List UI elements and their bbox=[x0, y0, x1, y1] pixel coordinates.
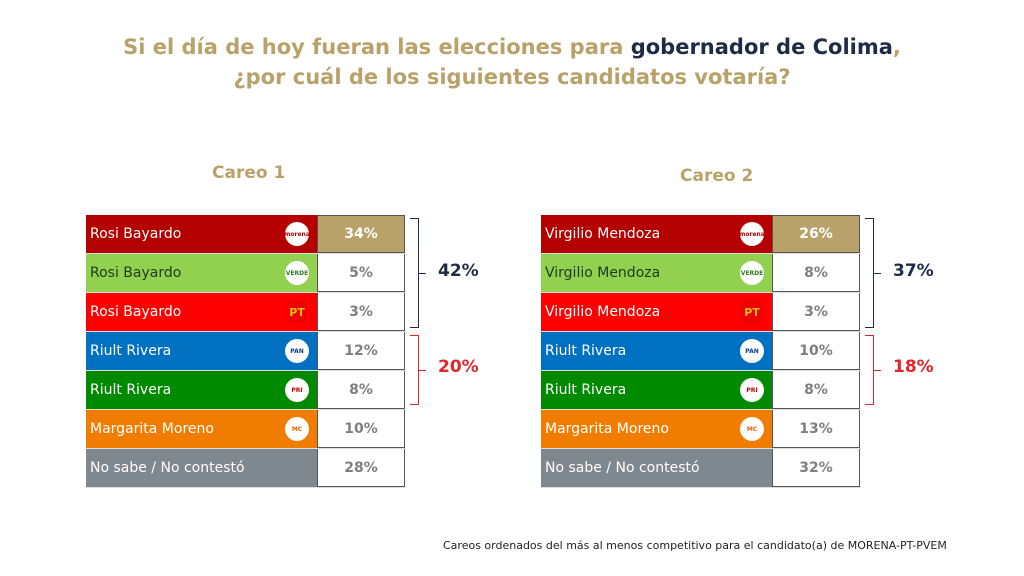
mc-logo-icon: MC bbox=[285, 417, 309, 441]
group-total: 42% bbox=[438, 261, 479, 281]
pri-logo-icon: PRI bbox=[740, 378, 764, 402]
group-total: 18% bbox=[893, 357, 934, 377]
title-line2: ¿por cuál de los siguientes candidatos v… bbox=[233, 65, 791, 89]
mc-logo-icon: MC bbox=[740, 417, 764, 441]
pt-logo-icon: PT bbox=[285, 300, 309, 324]
candidate-name: Margarita Moreno bbox=[545, 421, 669, 437]
group-total: 37% bbox=[893, 261, 934, 281]
candidate-cell: Rosi Bayardo morena bbox=[86, 215, 317, 253]
value-cell: 28% bbox=[317, 449, 405, 487]
candidate-cell: No sabe / No contestó bbox=[86, 449, 317, 487]
group-bracket bbox=[410, 218, 426, 328]
group-bracket bbox=[865, 218, 881, 328]
morena-logo-icon: morena bbox=[284, 222, 310, 246]
morena-logo-icon: morena bbox=[739, 222, 765, 246]
candidate-cell: No sabe / No contestó bbox=[541, 449, 772, 487]
value-cell: 32% bbox=[772, 449, 860, 487]
candidate-name: Rosi Bayardo bbox=[90, 226, 182, 242]
candidate-name: No sabe / No contestó bbox=[545, 460, 700, 476]
table-row: Riult Rivera PAN 12% bbox=[86, 332, 406, 371]
group-bracket bbox=[865, 335, 881, 405]
table-row: Rosi Bayardo PT 3% bbox=[86, 293, 406, 332]
verde-logo-icon: VERDE bbox=[740, 261, 764, 285]
candidate-cell: Riult Rivera PRI bbox=[541, 371, 772, 409]
candidate-cell: Riult Rivera PAN bbox=[541, 332, 772, 370]
value-cell: 26% bbox=[772, 215, 860, 253]
value-cell: 8% bbox=[317, 371, 405, 409]
group-total: 20% bbox=[438, 357, 479, 377]
candidate-cell: Virgilio Mendoza VERDE bbox=[541, 254, 772, 292]
table-row: No sabe / No contestó 28% bbox=[86, 449, 406, 488]
table-row: Virgilio Mendoza morena 26% bbox=[541, 215, 861, 254]
candidate-cell: Margarita Moreno MC bbox=[541, 410, 772, 448]
careo-1-title: Careo 1 bbox=[212, 163, 286, 183]
candidate-cell: Rosi Bayardo PT bbox=[86, 293, 317, 331]
candidate-name: Riult Rivera bbox=[90, 343, 172, 359]
title-text: Si el día de hoy fueran las elecciones p… bbox=[123, 35, 631, 59]
candidate-name: Riult Rivera bbox=[545, 343, 627, 359]
value-cell: 10% bbox=[317, 410, 405, 448]
value-cell: 34% bbox=[317, 215, 405, 253]
table-row: Riult Rivera PAN 10% bbox=[541, 332, 861, 371]
candidate-name: Virgilio Mendoza bbox=[545, 265, 661, 281]
value-cell: 10% bbox=[772, 332, 860, 370]
pan-logo-icon: PAN bbox=[285, 339, 309, 363]
title-highlight: gobernador de Colima bbox=[630, 35, 893, 59]
value-cell: 12% bbox=[317, 332, 405, 370]
candidate-name: Virgilio Mendoza bbox=[545, 304, 661, 320]
value-cell: 5% bbox=[317, 254, 405, 292]
candidate-name: Riult Rivera bbox=[545, 382, 627, 398]
candidate-cell: Margarita Moreno MC bbox=[86, 410, 317, 448]
pt-logo-icon: PT bbox=[740, 300, 764, 324]
group-bracket bbox=[410, 335, 426, 405]
candidate-cell: Virgilio Mendoza morena bbox=[541, 215, 772, 253]
candidate-cell: Virgilio Mendoza PT bbox=[541, 293, 772, 331]
table-row: Margarita Moreno MC 13% bbox=[541, 410, 861, 449]
pri-logo-icon: PRI bbox=[285, 378, 309, 402]
table-row: Margarita Moreno MC 10% bbox=[86, 410, 406, 449]
value-cell: 13% bbox=[772, 410, 860, 448]
table-row: Riult Rivera PRI 8% bbox=[541, 371, 861, 410]
candidate-cell: Riult Rivera PRI bbox=[86, 371, 317, 409]
candidate-name: Riult Rivera bbox=[90, 382, 172, 398]
candidate-name: Rosi Bayardo bbox=[90, 304, 182, 320]
title-comma: , bbox=[892, 35, 901, 59]
table-row: Riult Rivera PRI 8% bbox=[86, 371, 406, 410]
table-row: Virgilio Mendoza PT 3% bbox=[541, 293, 861, 332]
value-cell: 8% bbox=[772, 371, 860, 409]
careo-2-title: Careo 2 bbox=[680, 166, 754, 186]
careo-2-table: Virgilio Mendoza morena 26% Virgilio Mendoz… bbox=[541, 215, 861, 488]
table-row: No sabe / No contestó 32% bbox=[541, 449, 861, 488]
table-row: Rosi Bayardo morena 34% bbox=[86, 215, 406, 254]
table-row: Virgilio Mendoza VERDE 8% bbox=[541, 254, 861, 293]
candidate-name: No sabe / No contestó bbox=[90, 460, 245, 476]
candidate-name: Margarita Moreno bbox=[90, 421, 214, 437]
table-row: Rosi Bayardo VERDE 5% bbox=[86, 254, 406, 293]
careo-1-table: Rosi Bayardo morena 34% Rosi Bayardo VERDE 5%… bbox=[86, 215, 406, 488]
value-cell: 3% bbox=[317, 293, 405, 331]
pan-logo-icon: PAN bbox=[740, 339, 764, 363]
verde-logo-icon: VERDE bbox=[285, 261, 309, 285]
slide-title: Si el día de hoy fueran las elecciones p… bbox=[0, 32, 1024, 92]
value-cell: 3% bbox=[772, 293, 860, 331]
candidate-cell: Rosi Bayardo VERDE bbox=[86, 254, 317, 292]
candidate-name: Rosi Bayardo bbox=[90, 265, 182, 281]
candidate-cell: Riult Rivera PAN bbox=[86, 332, 317, 370]
candidate-name: Virgilio Mendoza bbox=[545, 226, 661, 242]
value-cell: 8% bbox=[772, 254, 860, 292]
footnote: Careos ordenados del más al menos compet… bbox=[443, 539, 947, 552]
